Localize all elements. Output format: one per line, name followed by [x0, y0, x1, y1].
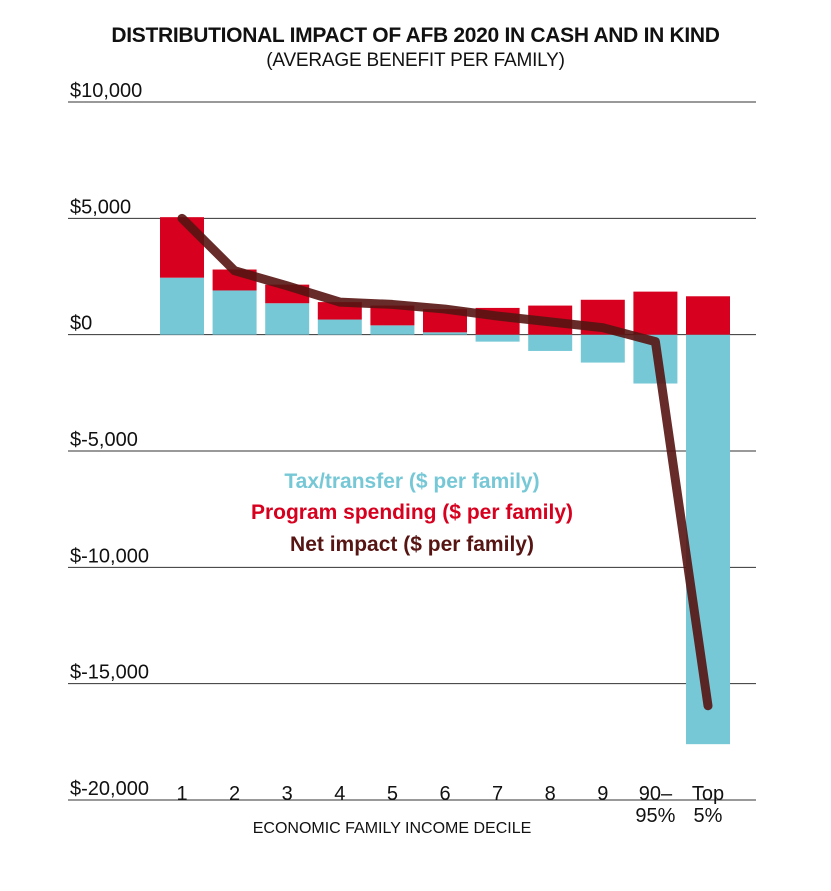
y-tick-label: $10,000	[70, 80, 142, 102]
y-tick-label: $-15,000	[70, 662, 149, 684]
x-tick-label: 3	[282, 783, 293, 805]
x-tick-label: Top 5%	[692, 783, 724, 827]
bar-program-spending	[370, 305, 415, 326]
net-impact-series-line	[177, 213, 713, 711]
net-impact-line	[177, 213, 713, 711]
bar-program-spending	[686, 296, 730, 335]
gridlines	[68, 101, 756, 801]
bar-tax-transfer	[475, 334, 520, 342]
y-tick-label: $5,000	[70, 196, 131, 218]
x-axis-ticks: 1 2 3 4 5 6 7 8 9 90– 95% Top 5%	[176, 783, 724, 827]
y-axis-ticks: $10,000 $5,000 $0 $-5,000 $-10,000 $-15,000 $-…	[70, 80, 149, 800]
y-tick-label: $0	[70, 313, 92, 335]
y-tick-label: $-5,000	[70, 429, 138, 451]
bar-tax-transfer	[423, 332, 467, 335]
bar-tax-transfer	[580, 334, 625, 363]
x-tick-label: 2	[229, 783, 240, 805]
y-tick-label: $-10,000	[70, 545, 149, 567]
chart-title: DISTRIBUTIONAL IMPACT OF AFB 2020 IN CAS…	[111, 24, 720, 47]
x-tick-label: 6	[439, 783, 450, 805]
legend-tax-transfer: Tax/transfer ($ per family)	[284, 470, 539, 493]
chart-subtitle: (AVERAGE BENEFIT PER FAMILY)	[266, 50, 565, 71]
bar-tax-transfer	[370, 325, 415, 335]
y-tick-label: $-20,000	[70, 778, 149, 800]
bar-tax-transfer	[265, 303, 310, 335]
bar-tax-transfer	[317, 319, 362, 335]
x-tick-label: 8	[545, 783, 556, 805]
x-tick-label: 4	[334, 783, 345, 805]
legend-net-impact: Net impact ($ per family)	[290, 533, 534, 556]
x-tick-label: 5	[387, 783, 398, 805]
legend: Tax/transfer ($ per family) Program spen…	[251, 470, 573, 556]
bar-program-spending	[160, 217, 204, 278]
bars	[160, 217, 730, 745]
x-tick-label: 7	[492, 783, 503, 805]
x-tick-label: 1	[176, 783, 187, 805]
x-axis-label: ECONOMIC FAMILY INCOME DECILE	[253, 820, 532, 837]
bar-program-spending	[633, 291, 678, 335]
bar-tax-transfer	[160, 277, 204, 335]
bar-tax-transfer	[528, 334, 573, 351]
x-tick-label: 9	[597, 783, 608, 805]
bar-tax-transfer	[212, 290, 257, 335]
x-tick-label: 90– 95%	[635, 783, 675, 827]
legend-program-spending: Program spending ($ per family)	[251, 501, 573, 524]
